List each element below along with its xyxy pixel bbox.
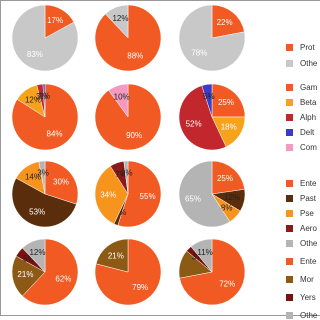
data-label: 12%: [224, 193, 240, 202]
legend-swatch: [286, 60, 293, 67]
data-label: 12%: [25, 96, 41, 105]
legend-label: Com: [300, 143, 317, 152]
data-label: 2%: [121, 169, 133, 178]
pie-slice: [211, 83, 246, 118]
pie-slice: [95, 238, 129, 273]
data-label: 12%: [112, 14, 128, 23]
legend-swatch: [286, 84, 293, 91]
data-label: 84%: [47, 129, 63, 138]
legend-label: Othe: [300, 239, 318, 248]
pie-slice: [211, 160, 245, 195]
data-label: 3%: [192, 253, 204, 262]
legend-swatch: [286, 210, 293, 217]
data-label: 2%: [115, 208, 127, 217]
data-label: 7%: [115, 170, 127, 179]
data-label: 65%: [185, 195, 201, 204]
data-label: 90%: [126, 131, 142, 140]
legend-label: Ente: [300, 257, 317, 266]
data-label: 17%: [47, 16, 63, 25]
legend-label: Alph: [300, 113, 316, 122]
data-label: 62%: [55, 274, 71, 283]
legend-label: Pse: [300, 209, 314, 218]
pie-slice: [178, 85, 227, 151]
data-label: 72%: [219, 280, 235, 289]
data-label: 53%: [29, 207, 45, 216]
data-label: 22%: [217, 18, 233, 27]
data-label: 34%: [100, 190, 116, 199]
legend-label: Delt: [300, 128, 315, 137]
data-label: 1%: [39, 92, 51, 101]
legend-swatch: [286, 276, 293, 283]
pie-slice: [11, 177, 77, 228]
legend-label: Gam: [300, 83, 318, 92]
pie-slice: [108, 83, 129, 118]
legend-swatch: [286, 195, 293, 202]
data-label: 12%: [29, 248, 45, 257]
legend-label: Prot: [300, 43, 315, 52]
pie-slice: [42, 83, 46, 118]
data-label: 14%: [25, 173, 41, 182]
legend-swatch: [286, 180, 293, 187]
data-label: 25%: [218, 98, 234, 107]
pie-slice: [211, 4, 245, 39]
data-label: 52%: [186, 119, 202, 128]
legend-label: Ente: [300, 179, 317, 188]
data-label: 3%: [37, 169, 49, 178]
legend-swatch: [286, 312, 293, 319]
data-label: 5%: [203, 92, 215, 101]
pie-slice: [11, 4, 79, 72]
legend-label: Othe: [300, 59, 318, 68]
legend-label: Beta: [300, 98, 317, 107]
data-label: 78%: [191, 48, 207, 57]
legend-swatch: [286, 144, 293, 151]
data-label: 79%: [132, 283, 148, 292]
pie-slice: [190, 238, 213, 273]
pie-slice: [123, 160, 129, 195]
pie-slice: [178, 160, 231, 228]
data-label: 3%: [36, 92, 48, 101]
pie-slice: [22, 238, 46, 273]
data-label: 10%: [114, 93, 130, 102]
pie-slice: [201, 83, 213, 118]
pie-slice: [117, 160, 162, 228]
data-label: 21%: [108, 251, 124, 260]
data-label: 8%: [221, 203, 233, 212]
pie-slice: [105, 4, 129, 39]
data-label: 11%: [197, 248, 212, 257]
legend-swatch: [286, 129, 293, 136]
legend-swatch: [286, 225, 293, 232]
pie-slice: [11, 255, 46, 297]
data-label: 83%: [27, 50, 43, 59]
data-label: 55%: [140, 192, 156, 201]
legend-label: Mor: [300, 275, 314, 284]
legend-swatch: [286, 258, 293, 265]
pie-slice: [44, 160, 79, 205]
legend-label: Yers: [300, 293, 316, 302]
data-label: 5%: [23, 255, 35, 264]
pie-slice: [38, 160, 46, 195]
pie-slice: [22, 238, 79, 306]
legend-swatch: [286, 99, 293, 106]
pie-slice: [94, 165, 129, 225]
legend-swatch: [286, 114, 293, 121]
legend-swatch: [286, 294, 293, 301]
data-label: 18%: [221, 123, 237, 132]
pie-slice: [178, 4, 246, 72]
legend-swatch: [286, 240, 293, 247]
data-label: 21%: [17, 270, 33, 279]
legend-swatch: [286, 44, 293, 51]
data-label: 25%: [217, 174, 233, 183]
legend-label: Past: [300, 194, 317, 203]
data-label: 88%: [127, 52, 143, 61]
data-label: 30%: [53, 177, 69, 186]
legend-label: Aero: [300, 224, 317, 233]
legend-label: Othe: [300, 311, 318, 320]
